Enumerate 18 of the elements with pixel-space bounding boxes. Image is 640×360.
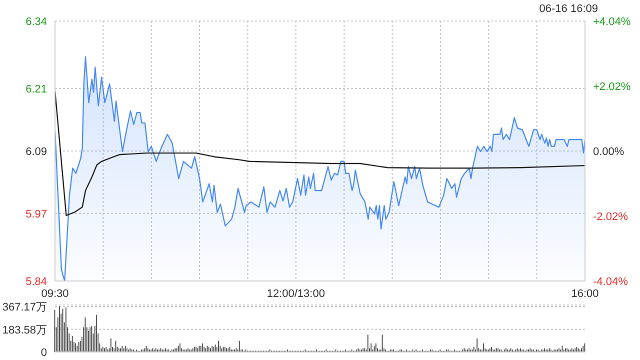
y-tick-label: 183.58万: [2, 324, 47, 336]
y2-tick-label: +4.04%: [593, 16, 631, 28]
y-tick-label: 5.97: [26, 208, 47, 220]
y2-tick-label: 0.00%: [593, 146, 624, 158]
y-tick-label: 6.34: [26, 16, 47, 28]
y-tick-label: 6.09: [26, 146, 47, 158]
y2-tick-label: +2.02%: [593, 81, 631, 93]
y-tick-label: 0: [40, 347, 47, 359]
x-tick-label: 12:00/13:00: [266, 288, 325, 300]
line-series: [55, 90, 585, 216]
y-tick-label: 5.84: [26, 276, 47, 288]
y-tick-label: 367.17万: [2, 302, 47, 314]
y2-tick-label: -2.02%: [593, 211, 628, 223]
x-tick-label: 16:00: [571, 288, 599, 300]
x-tick-label: 09:30: [41, 288, 69, 300]
y2-tick-label: -4.04%: [593, 276, 628, 288]
y-tick-label: 6.21: [26, 84, 47, 96]
text: 06-16 16:09: [539, 3, 598, 15]
